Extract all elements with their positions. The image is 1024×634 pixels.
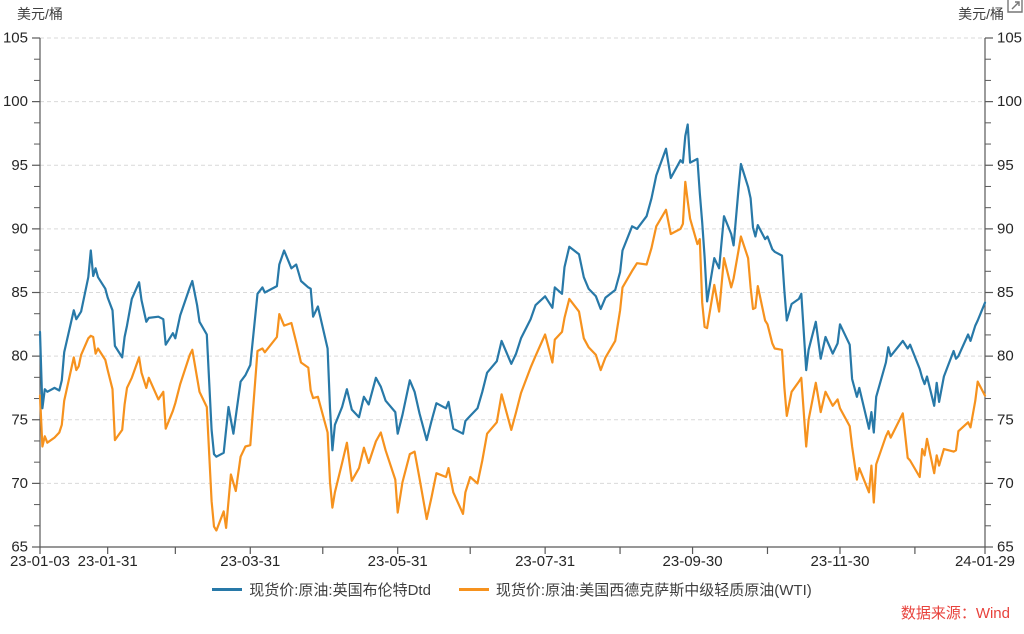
y-axis-unit-right-label: 美元/桶: [958, 6, 1004, 22]
x-axis-tick-label: 23-11-30: [811, 553, 870, 570]
y-axis-tick-label-left: 95: [11, 157, 28, 174]
y-axis-tick-label-right: 75: [997, 411, 1014, 428]
brent-series-line: [38, 123, 987, 458]
x-axis-tick-label: 23-07-31: [515, 553, 575, 570]
expand-icon[interactable]: [1007, 0, 1023, 13]
y-axis-tick-label-left: 75: [11, 411, 28, 428]
x-axis-tick-label: 23-01-03: [10, 553, 70, 570]
wti-line-swatch: [458, 588, 489, 591]
y-axis-tick-label-right: 90: [997, 220, 1014, 237]
legend: 现货价:原油:英国布伦特Dtd 现货价:原油:美国西德克萨斯中级轻质原油(WTI…: [0, 579, 1024, 600]
x-axis-tick-label: 23-01-31: [78, 553, 138, 570]
brent-line-swatch: [212, 588, 243, 591]
y-axis-tick-label-right: 70: [997, 475, 1014, 492]
x-axis-tick-label: 23-05-31: [368, 553, 428, 570]
y-axis-tick-label-right: 65: [997, 539, 1014, 556]
x-axis-tick-label: 23-09-30: [663, 553, 723, 570]
x-axis-tick-label: 24-01-29: [955, 553, 1015, 570]
y-axis-tick-label-right: 100: [997, 93, 1022, 110]
legend-item-brent[interactable]: 现货价:原油:英国布伦特Dtd: [212, 579, 431, 600]
legend-label-wti: 现货价:原油:美国西德克萨斯中级轻质原油(WTI): [495, 582, 812, 599]
y-axis-tick-label-left: 65: [11, 539, 28, 556]
data-source-label: 数据来源：Wind: [900, 605, 1010, 622]
x-axis-tick-label: 23-03-31: [220, 553, 280, 570]
y-axis-tick-label-left: 105: [3, 30, 28, 47]
legend-label-brent: 现货价:原油:英国布伦特Dtd: [249, 582, 431, 599]
y-axis-tick-label-right: 80: [997, 348, 1014, 365]
y-axis-tick-label-right: 105: [997, 30, 1022, 47]
legend-item-wti[interactable]: 现货价:原油:美国西德克萨斯中级轻质原油(WTI): [458, 579, 812, 600]
y-axis-tick-label-left: 90: [11, 220, 28, 237]
y-axis-unit-left: 美元/桶: [17, 6, 63, 22]
wti-series-line: [38, 180, 987, 532]
y-axis-tick-label-left: 100: [3, 93, 28, 110]
y-axis-tick-label-right: 95: [997, 157, 1014, 174]
price-chart-svg: 65 65 70 70 75 75 80 80 85 85 90 90 95 95 100 100 105 105…: [3, 30, 1022, 571]
y-axis-tick-label-left: 85: [11, 284, 28, 301]
y-axis-tick-label-left: 80: [11, 348, 28, 365]
y-axis-unit-right: 美元/桶: [958, 4, 1004, 24]
y-axis-tick-label-right: 85: [997, 284, 1014, 301]
y-axis-tick-label-left: 70: [11, 475, 28, 492]
